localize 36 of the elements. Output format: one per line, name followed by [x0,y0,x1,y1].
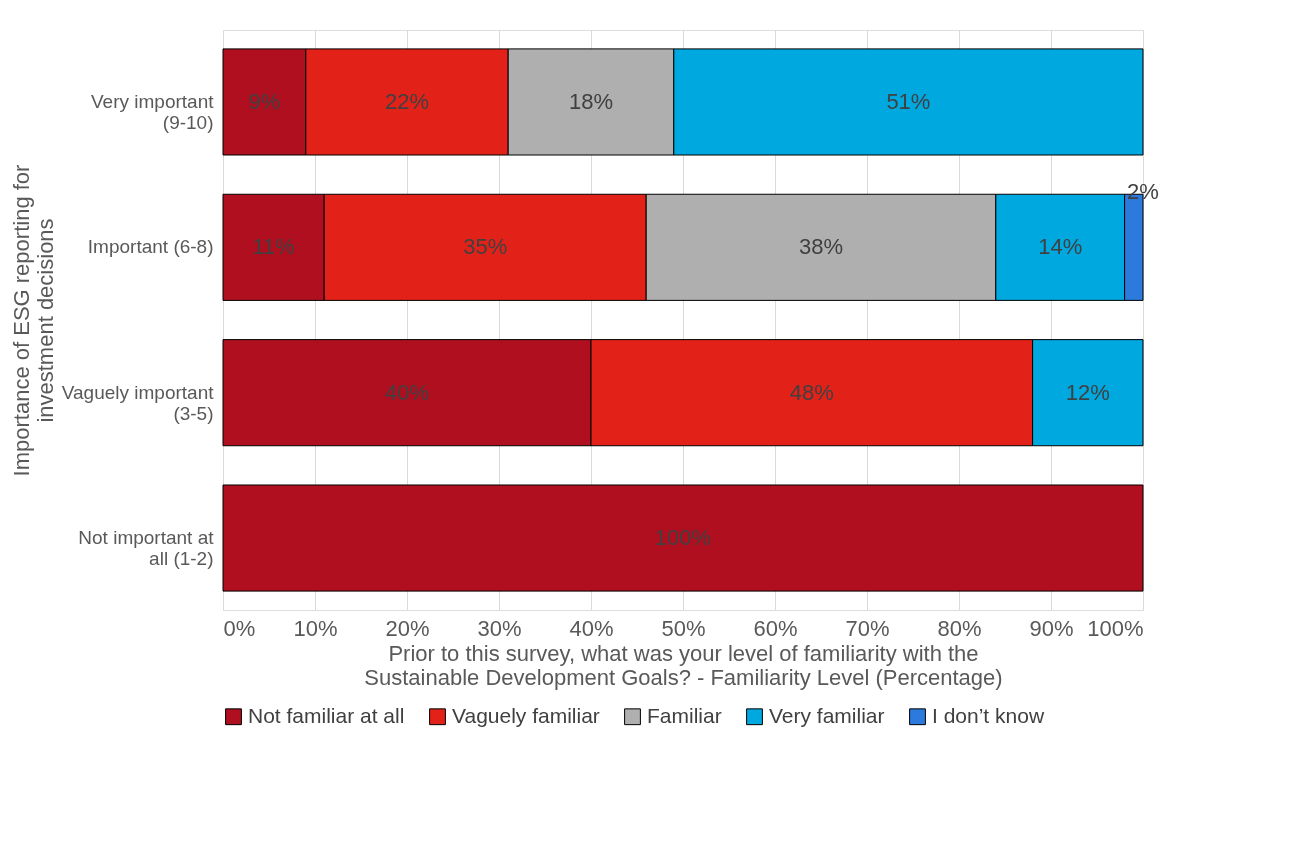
y-tick-label: Very important (9-10) [91,90,215,133]
data-label: 11% [252,234,295,260]
data-label: 18% [568,88,614,114]
legend-label: I don’t know [932,703,1045,727]
data-label: 38% [798,234,844,260]
x-tick-label: 50% [661,615,706,641]
y-tick-label: Important (6-8) [87,236,214,258]
legend-label: Very familiar [769,703,885,727]
data-label: 22% [384,88,430,114]
x-tick-label: 90% [1029,615,1074,641]
bar [222,484,1144,592]
x-tick-label: 60% [753,615,798,641]
x-tick-label: 100% [1087,615,1144,641]
x-tick-label: 30% [477,615,522,641]
x-tick-label: 40% [569,615,614,641]
x-axis-title: Prior to this survey, what was your level of familiarity with the Sustainable Development Goals? - Familiarity Level (Percentage) [364,640,1003,690]
legend-label: Not familiar at all [248,703,405,727]
data-label: 51% [886,88,931,114]
x-tick-label: 80% [937,615,982,641]
data-label: 14% [1038,234,1083,260]
legend-label: Vaguely familiar [452,703,600,727]
data-label: 100% [654,525,712,551]
data-label: 48% [789,379,834,405]
data-label: 9% [248,88,281,114]
x-tick-label: 10% [293,615,338,641]
legend-label: Familiar [647,703,722,727]
data-label: 35% [463,234,508,260]
data-label: 40% [384,379,430,405]
y-tick-label: Vaguely important (3-5) [61,381,215,424]
y-axis-title: Importance of ESG reporting for investment decisions [8,164,58,477]
data-label: 2% [1127,179,1159,205]
x-tick-label: 0% [223,615,256,641]
y-tick-label: Not important at all (1-2) [78,527,215,570]
x-tick-label: 20% [385,615,430,641]
x-tick-label: 70% [845,615,890,641]
data-label: 12% [1065,379,1110,405]
